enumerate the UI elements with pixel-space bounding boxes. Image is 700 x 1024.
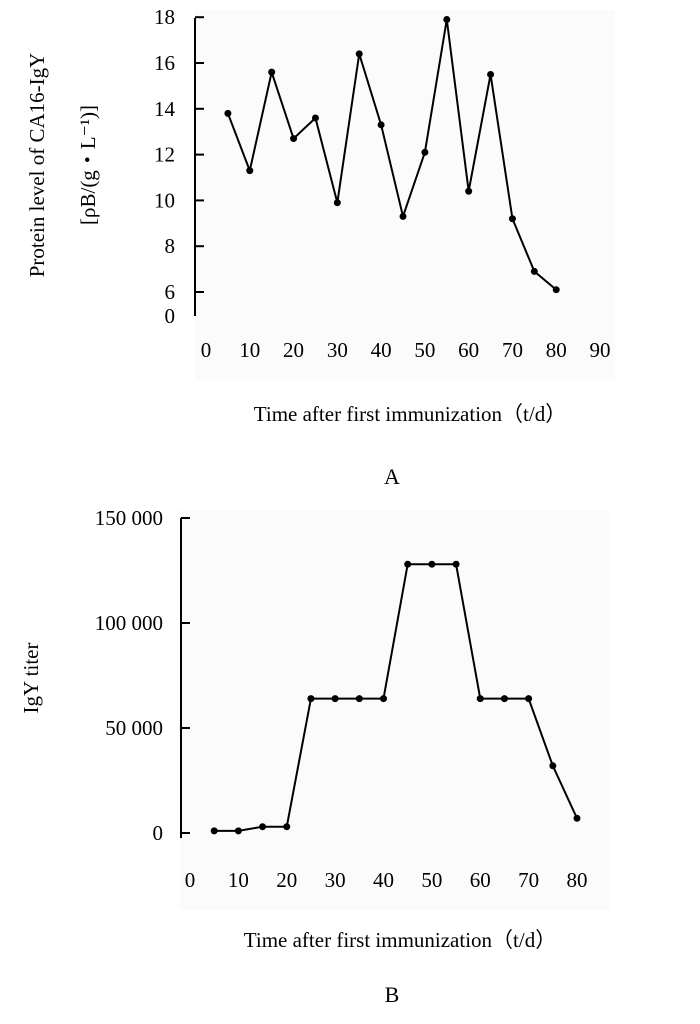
panel-a-x-ticks: 0 10 20 30 40 50 60 70 80 90: [201, 338, 611, 362]
panel-a-y-ticks: 06 8 10 12 14 16 18: [154, 5, 204, 328]
panel-b-data-point: [404, 560, 412, 568]
panel-b-x-tick-label: 70: [518, 868, 539, 892]
panel-b-points: [210, 560, 581, 835]
panel-b-background: [180, 510, 610, 910]
panel-a-x-tick-label: 0: [201, 338, 212, 362]
panel-b-y-tick-label: 0: [153, 821, 164, 845]
panel-a-y-tick-label: 14: [154, 97, 176, 121]
panel-b-y-ticks: 0 50 000 100 000 150 000: [95, 506, 190, 845]
panel-b-x-tick-label: 30: [325, 868, 346, 892]
panel-a-x-tick-label: 90: [590, 338, 611, 362]
panel-a-data-point: [224, 109, 232, 117]
panel-a-series-line: [226, 19, 557, 291]
panel-a-y-tick-label: 0: [165, 304, 176, 328]
panel-b-data-point: [549, 762, 557, 770]
panel-a-data-point: [290, 135, 298, 143]
panel-a-y-title: Protein level of CA16-IgY: [25, 53, 49, 278]
panel-b-x-tick-label: 40: [373, 868, 394, 892]
panel-a-label: A: [384, 464, 400, 489]
panel-a-x-tick-label: 50: [414, 338, 435, 362]
panel-b-data-point: [234, 827, 242, 835]
panel-b-data-point: [283, 823, 291, 831]
panel-a-data-point: [399, 212, 407, 220]
panel-a-data-point: [487, 70, 495, 78]
panel-a-y-tick-label: 18: [154, 5, 175, 29]
panel-b-y-tick-label: 50 000: [105, 716, 163, 740]
panel-a-x-tick-label: 10: [239, 338, 260, 362]
panel-a-y-tick-label: 16: [154, 51, 175, 75]
panel-b-series-line: [214, 563, 578, 832]
panel-b-data-point: [452, 560, 460, 568]
panel-b-y-tick-label: 150 000: [95, 506, 163, 530]
panel-a-x-tick-label: 60: [458, 338, 479, 362]
panel-b-data-point: [500, 695, 508, 703]
panel-a-x-tick-label: 30: [327, 338, 348, 362]
panel-b-x-tick-label: 10: [228, 868, 249, 892]
panel-a-y-units: [ρB/(g・L⁻¹)]: [76, 105, 100, 225]
panel-b-data-point: [428, 560, 436, 568]
panel-a-y-tick-label: 8: [165, 234, 176, 258]
panel-b-data-point: [355, 695, 363, 703]
panel-b-data-point: [573, 814, 581, 822]
panel-b-data-point: [525, 695, 533, 703]
panel-a-data-point: [311, 114, 319, 122]
panel-a-data-point: [465, 187, 473, 195]
panel-a-y-tick-label: 6: [165, 280, 176, 304]
panel-b-label: B: [385, 982, 400, 1007]
panel-b-data-point: [259, 823, 267, 831]
panel-b-y-title: IgY titer: [19, 643, 43, 714]
panel-b-data-point: [476, 695, 484, 703]
panel-a-data-point: [333, 199, 341, 207]
panel-a-data-point: [355, 50, 363, 58]
panel-a-y-tick-label: 10: [154, 188, 175, 212]
panel-a-background: [195, 10, 615, 380]
panel-b-x-tick-label: 0: [185, 868, 196, 892]
panel-b-x-title: Time after first immunization（t/d）: [244, 928, 556, 952]
panel-b-data-point: [210, 827, 218, 835]
panel-a-x-tick-label: 20: [283, 338, 304, 362]
panel-a-data-point: [530, 267, 538, 275]
panel-b-y-tick-label: 100 000: [95, 611, 163, 635]
panel-a-data-point: [443, 15, 451, 23]
panel-b-x-tick-label: 20: [276, 868, 297, 892]
panel-a-x-title: Time after first immunization（t/d）: [254, 402, 566, 426]
panel-a-y-tick-label: 12: [154, 143, 175, 167]
panel-a-data-point: [508, 215, 516, 223]
panel-a-x-tick-label: 80: [546, 338, 567, 362]
panel-b-data-point: [331, 695, 339, 703]
panel-b-x-ticks: 0 10 20 30 40 50 60 70 80: [185, 868, 588, 892]
panel-a-x-tick-label: 40: [371, 338, 392, 362]
panel-b-data-point: [307, 695, 315, 703]
panel-a-data-point: [552, 286, 560, 294]
panel-b-x-tick-label: 50: [421, 868, 442, 892]
panel-b-x-tick-label: 80: [567, 868, 588, 892]
panel-b-data-point: [380, 695, 387, 703]
panel-a-data-point: [377, 121, 385, 129]
panel-a-data-point: [268, 68, 276, 76]
panel-a-data-point: [246, 167, 254, 175]
panel-a-data-point: [421, 148, 429, 156]
panel-a-x-tick-label: 70: [502, 338, 523, 362]
panel-b-x-tick-label: 60: [470, 868, 491, 892]
panel-a-points: [224, 15, 560, 294]
